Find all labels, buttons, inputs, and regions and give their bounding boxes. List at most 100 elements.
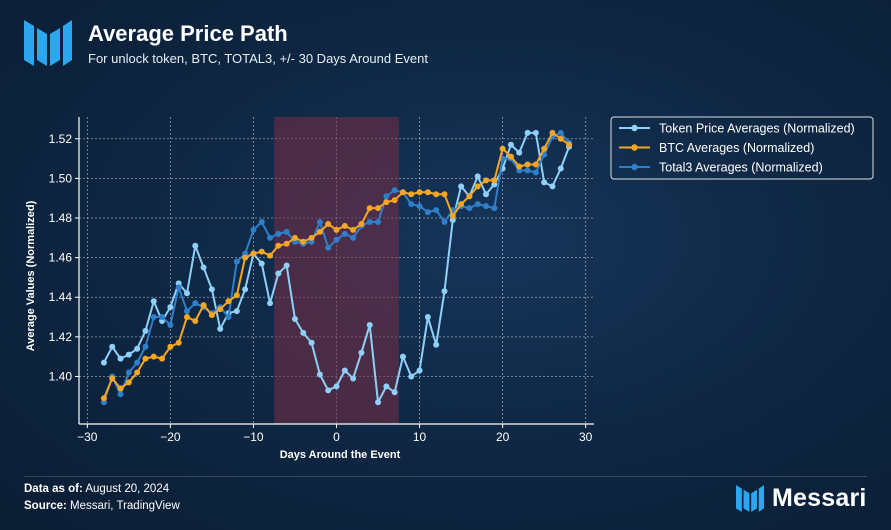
data-point (233, 292, 240, 299)
data-point (483, 177, 490, 184)
data-point (375, 205, 382, 212)
data-point (416, 189, 423, 196)
data-point (350, 226, 357, 233)
data-point (225, 298, 232, 305)
data-point (408, 201, 415, 208)
legend-swatch-marker (631, 144, 638, 151)
data-point (125, 369, 132, 376)
x-tick-label: −20 (160, 430, 181, 444)
y-tick-label: 1.48 (49, 211, 73, 225)
data-point (532, 169, 539, 176)
data-point (333, 226, 340, 233)
y-tick-label: 1.42 (49, 330, 73, 344)
data-point (408, 373, 415, 380)
x-tick-label: −10 (243, 430, 264, 444)
data-point (325, 387, 332, 394)
data-point (308, 339, 315, 346)
data-point (142, 343, 149, 350)
data-point (109, 343, 116, 350)
data-point (516, 149, 523, 156)
legend-label: BTC Averages (Normalized) (659, 141, 814, 155)
y-tick-label: 1.52 (49, 132, 73, 146)
data-point (557, 165, 564, 172)
x-tick-label: 10 (413, 430, 427, 444)
data-point (325, 220, 332, 227)
brand-name: Messari (772, 484, 867, 512)
data-point (325, 244, 332, 251)
legend-frame (610, 116, 874, 180)
data-point (167, 321, 174, 328)
data-point (350, 234, 357, 241)
data-point (424, 189, 431, 196)
data-point (466, 193, 473, 200)
data-point (125, 379, 132, 386)
data-point (109, 375, 116, 382)
data-point (399, 189, 406, 196)
data-point (175, 339, 182, 346)
data-point (300, 329, 307, 336)
data-point (117, 391, 124, 398)
data-point (250, 250, 257, 257)
data-point (557, 135, 564, 142)
data-point (217, 306, 224, 313)
series-lines (100, 129, 573, 406)
data-point (150, 353, 157, 360)
data-point (134, 345, 141, 352)
data-point (291, 234, 298, 241)
data-point (524, 129, 531, 136)
data-point (491, 205, 498, 212)
data-point (391, 389, 398, 396)
data-point (225, 314, 232, 321)
data-point (474, 173, 481, 180)
data-point (100, 395, 107, 402)
data-as-of-label: Data as of: (24, 483, 83, 495)
data-point (433, 207, 440, 214)
x-tick-label: 0 (333, 430, 340, 444)
data-point (341, 230, 348, 237)
data-point (458, 201, 465, 208)
data-point (341, 222, 348, 229)
data-point (433, 341, 440, 348)
data-point (117, 355, 124, 362)
data-point (350, 375, 357, 382)
axes: −30 −20 −10 0 10 20 30 1.40 1.42 1.44 1.46 1.48 1.50… (49, 117, 594, 444)
data-point (391, 197, 398, 204)
data-point (208, 312, 215, 319)
data-point (175, 284, 182, 291)
chart-title: Average Price Path (88, 21, 288, 46)
data-point (541, 179, 548, 186)
data-point (507, 153, 514, 160)
legend-swatch-marker (631, 124, 638, 132)
data-point (441, 191, 448, 198)
data-point (316, 228, 323, 235)
data-point (316, 218, 323, 225)
brand-lockup: Messari (736, 484, 867, 513)
data-point (192, 300, 199, 307)
data-point (159, 355, 166, 362)
data-point (383, 193, 390, 200)
data-point (300, 238, 307, 245)
data-point (134, 359, 141, 366)
data-point (566, 141, 573, 148)
data-point (242, 254, 249, 261)
y-tick-label: 1.44 (49, 290, 73, 304)
data-point (192, 242, 199, 249)
data-as-of: Data as of: August 20, 2024 (24, 483, 169, 495)
data-point (275, 270, 282, 277)
data-point (416, 367, 423, 374)
data-point (200, 264, 207, 271)
data-point (474, 201, 481, 208)
data-point (308, 234, 315, 241)
data-point (117, 385, 124, 392)
data-point (150, 298, 157, 305)
data-point (200, 302, 207, 309)
data-point (532, 129, 539, 136)
data-point (258, 248, 265, 255)
data-point (242, 286, 249, 293)
data-point (507, 141, 514, 148)
data-point (366, 321, 373, 328)
data-point (391, 187, 398, 194)
data-point (424, 209, 431, 216)
footer-divider (24, 476, 867, 477)
source-label: Source: (24, 500, 67, 512)
